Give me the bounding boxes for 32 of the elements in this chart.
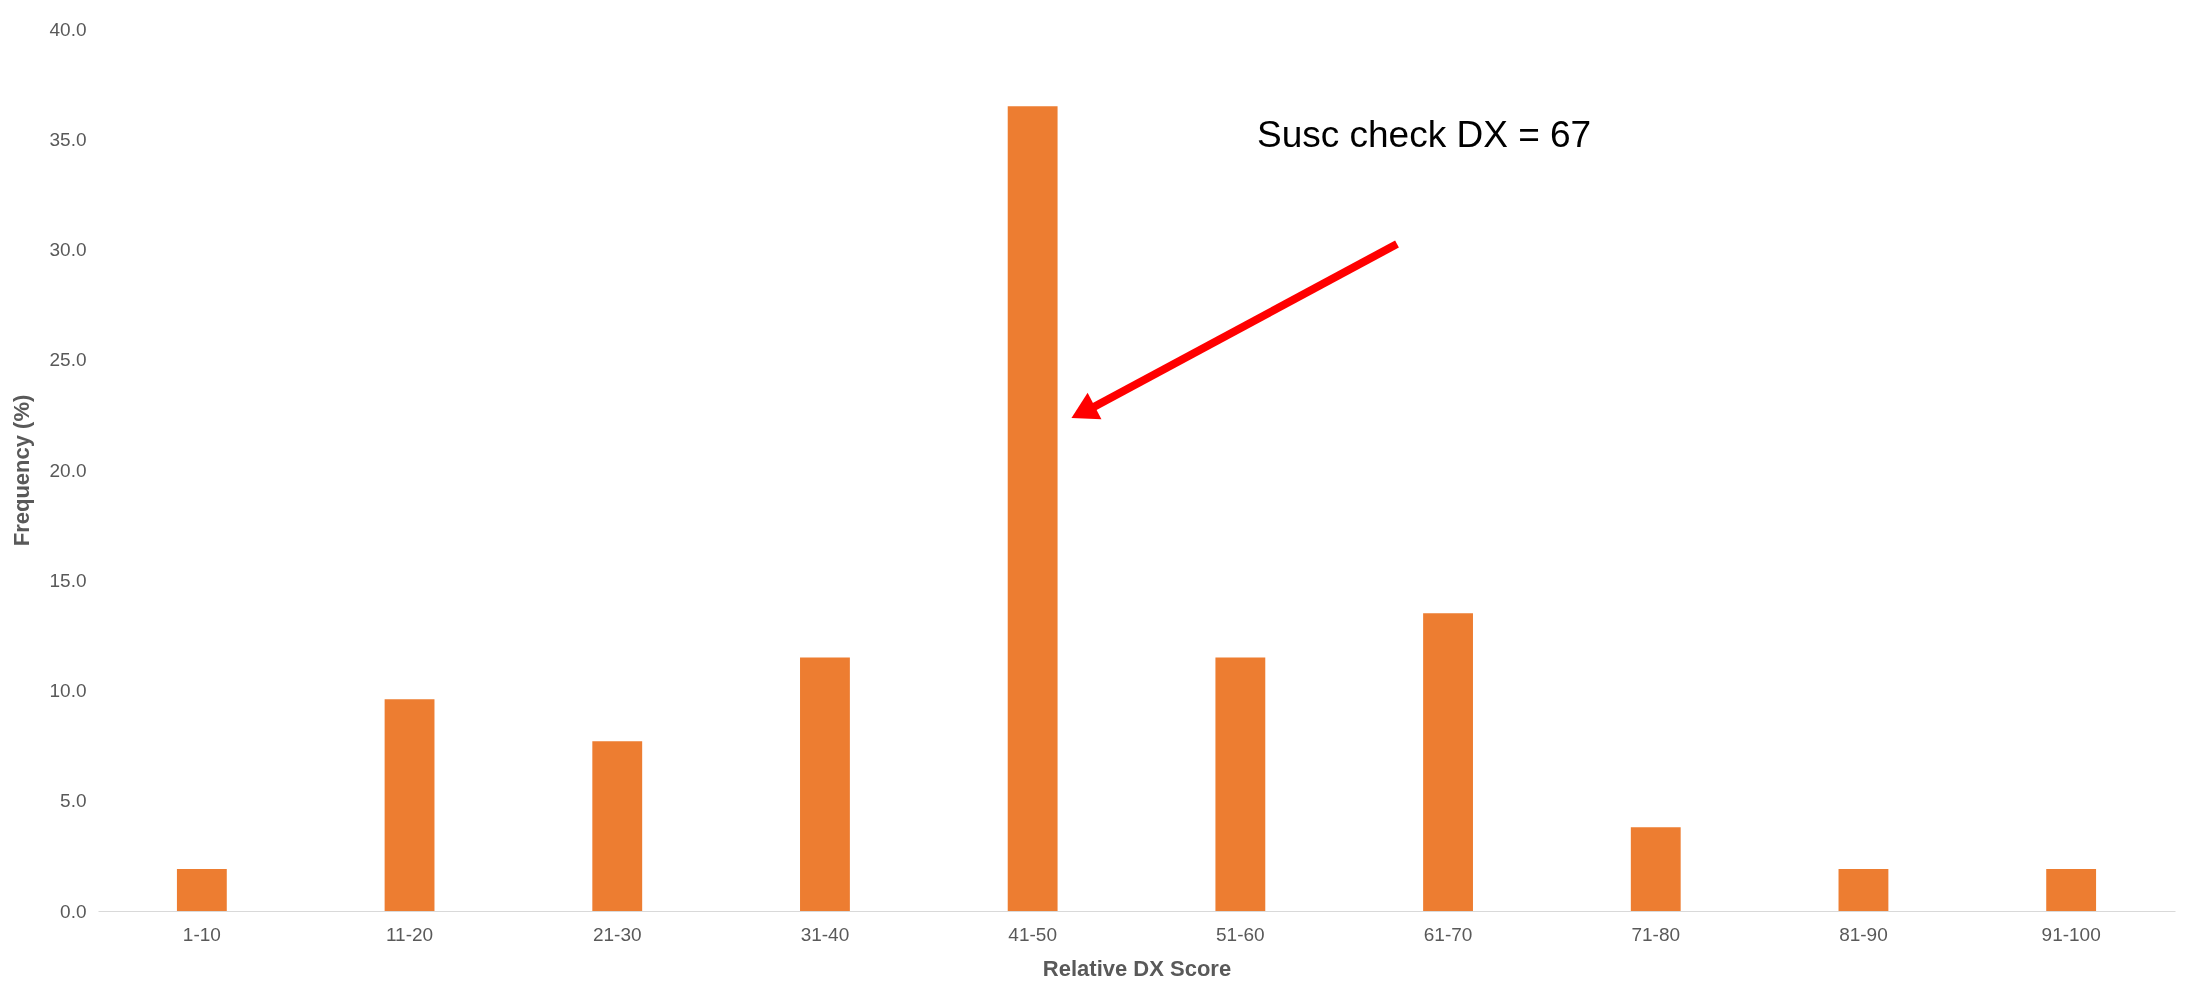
y-tick-label: 35.0 bbox=[49, 128, 87, 150]
x-tick-label: 71-80 bbox=[1631, 923, 1681, 945]
y-tick-label: 10.0 bbox=[49, 680, 87, 701]
bar bbox=[1630, 827, 1681, 911]
bar bbox=[2046, 869, 2097, 911]
y-axis-title: Frequency (%) bbox=[8, 394, 34, 547]
bar bbox=[1215, 657, 1266, 911]
x-tick-label: 51-60 bbox=[1216, 923, 1265, 945]
bar bbox=[1007, 106, 1058, 911]
x-tick-label: 91-100 bbox=[2041, 923, 2101, 945]
bar bbox=[384, 699, 435, 911]
x-tick-label: 81-90 bbox=[1839, 923, 1888, 945]
bar bbox=[592, 741, 643, 911]
x-tick-label: 61-70 bbox=[1423, 923, 1473, 945]
bar bbox=[1838, 869, 1889, 911]
bar bbox=[1423, 613, 1473, 911]
x-tick-label: 21-30 bbox=[592, 923, 642, 945]
y-tick-label: 40.0 bbox=[49, 18, 87, 40]
y-tick-label: 5.0 bbox=[60, 790, 87, 812]
bar bbox=[176, 869, 227, 911]
y-tick-label: 30.0 bbox=[49, 239, 87, 260]
annotation: Susc check DX = 67 bbox=[1257, 114, 1592, 155]
x-tick-label: 11-20 bbox=[385, 923, 434, 945]
y-tick-label: 25.0 bbox=[49, 349, 87, 371]
y-tick-label: 0.0 bbox=[60, 900, 87, 922]
x-axis-title: Relative DX Score bbox=[1042, 955, 1232, 981]
x-tick-label: 1-10 bbox=[182, 923, 221, 945]
x-tick-label: 41-50 bbox=[1008, 923, 1057, 945]
y-tick-label: 20.0 bbox=[49, 459, 87, 481]
x-tick-label: 31-40 bbox=[800, 923, 850, 945]
y-tick-label: 15.0 bbox=[49, 569, 87, 591]
bar bbox=[800, 657, 850, 911]
